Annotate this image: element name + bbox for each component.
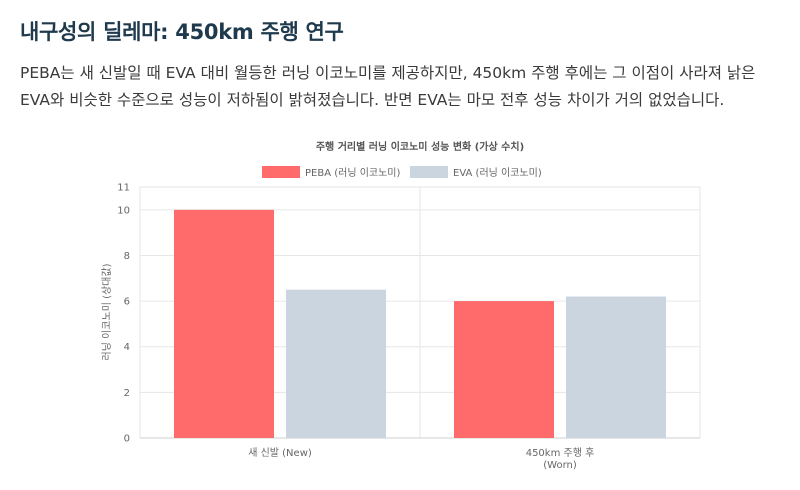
x-axis-ticks: 새 신발 (New) 450km 주행 후(Worn)	[248, 447, 594, 471]
x-tick-label-1-0: 450km 주행 후	[526, 447, 595, 459]
y-tick-label-3: 6	[124, 297, 130, 308]
x-tick-label-1-1: (Worn)	[543, 460, 577, 471]
y-tick-label-0: 0	[124, 434, 130, 445]
legend-swatch-1[interactable]	[410, 166, 448, 178]
y-tick-label-2: 4	[124, 342, 130, 353]
bar-0-0[interactable]	[174, 209, 274, 438]
y-tick-label-5: 10	[117, 205, 130, 216]
bar-0-1[interactable]	[454, 301, 554, 438]
legend-swatch-0[interactable]	[262, 166, 300, 178]
x-tick-label-0-0: 새 신발 (New)	[248, 447, 312, 459]
y-axis-label: 러닝 이코노미 (상대값)	[101, 263, 113, 360]
chart-legend[interactable]: PEBA (러닝 이코노미) EVA (러닝 이코노미)	[262, 166, 542, 179]
bar-1-0[interactable]	[286, 289, 386, 438]
chart-bars	[174, 209, 666, 438]
intro-paragraph: PEBA는 새 신발일 때 EVA 대비 월등한 러닝 이코노미를 제공하지만,…	[20, 64, 756, 109]
legend-label-1[interactable]: EVA (러닝 이코노미)	[453, 167, 542, 179]
y-tick-label-4: 8	[124, 251, 130, 262]
chart-title: 주행 거리별 러닝 이코노미 성능 변화 (가상 수치)	[316, 140, 524, 153]
y-axis-ticks: 0 2 4 6 8 10 11	[117, 183, 130, 445]
y-tick-label-1: 2	[124, 388, 130, 399]
page-title: 내구성의 딜레마: 450km 주행 연구	[20, 20, 344, 44]
bar-1-1[interactable]	[566, 296, 666, 438]
legend-label-0[interactable]: PEBA (러닝 이코노미)	[305, 167, 401, 179]
y-tick-label-6: 11	[117, 183, 130, 194]
